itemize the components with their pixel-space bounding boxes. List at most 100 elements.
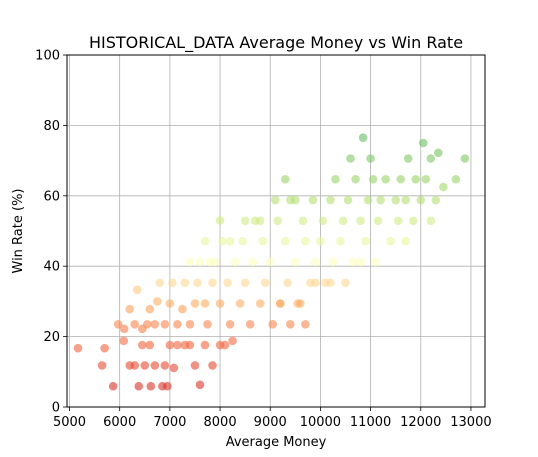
data-point [451,174,461,184]
data-point [119,336,129,346]
data-point [408,216,418,226]
data-point [346,154,355,163]
data-point [411,174,421,184]
data-point [240,216,250,226]
data-point [343,195,353,205]
data-point [225,236,235,246]
data-point [223,278,232,288]
data-point [301,319,310,329]
data-point [434,148,443,158]
y-tick-label: 80 [43,119,60,134]
data-point [150,361,160,370]
data-point [185,340,195,350]
data-point [421,174,431,184]
data-point [193,278,202,288]
y-tick-label: 40 [43,260,60,275]
data-point [146,381,156,391]
data-point [358,133,368,143]
data-point [130,361,140,370]
data-point [173,340,182,350]
data-point [341,278,350,288]
data-point [311,278,320,288]
data-point [318,216,328,226]
x-tick-label: 10000 [300,415,341,430]
data-point [200,299,210,308]
data-point [108,381,118,391]
data-point [416,195,426,205]
data-point [301,236,310,246]
data-point [265,257,275,267]
data-point [142,319,152,329]
data-point [418,138,428,148]
x-tick-label: 12000 [400,415,441,430]
data-point [218,236,227,246]
data-point [286,319,295,329]
data-point [208,361,217,370]
data-point [73,343,83,353]
data-point [316,236,325,246]
data-point [160,319,170,329]
y-tick-label: 100 [35,49,60,64]
data-point [145,304,155,314]
data-point [195,257,205,267]
data-point [165,299,175,308]
data-point [393,216,403,226]
data-point [368,174,378,184]
x-tick-label: 5000 [53,415,86,430]
data-points [73,133,470,391]
data-point [153,297,162,306]
data-point [130,319,140,329]
data-point [160,361,170,370]
data-point [248,257,257,267]
data-point [376,195,385,205]
x-axis-label: Average Money [226,435,327,450]
data-point [255,216,265,226]
data-point [311,257,320,267]
data-point [396,174,405,184]
data-point [178,304,187,314]
data-point [326,278,335,288]
data-point [225,319,235,329]
data-point [371,257,380,267]
data-point [348,257,358,267]
data-point [351,174,360,184]
data-point [255,299,265,308]
y-axis-label: Win Rate (%) [11,189,26,274]
data-point [283,278,293,288]
data-point [426,216,436,226]
data-point [308,195,318,205]
x-tick-label: 11000 [350,415,391,430]
data-point [137,340,147,350]
data-point [173,319,182,329]
y-tick-label: 20 [43,330,60,345]
data-point [165,340,175,350]
data-point [431,195,441,205]
data-point [361,236,370,246]
x-tick-label: 8000 [204,415,237,430]
data-point [163,381,172,391]
data-point [328,257,338,267]
data-point [185,257,195,267]
data-point [270,195,280,205]
data-point [381,174,390,184]
data-point [235,299,245,308]
data-point [280,236,290,246]
x-tick-label: 7000 [153,415,186,430]
data-point [403,154,413,163]
data-point [168,278,177,288]
data-point [119,324,129,334]
data-point [195,380,205,390]
data-point [190,361,200,370]
data-point [132,285,142,295]
data-point [215,299,225,308]
data-point [125,304,135,314]
x-tick-label: 13000 [450,415,491,430]
data-point [140,361,150,370]
data-point [336,236,345,246]
x-tick-label: 9000 [254,415,287,430]
x-tick-label: 6000 [103,415,136,430]
data-point [185,319,195,329]
data-point [190,299,200,308]
grid-lines [67,54,485,408]
